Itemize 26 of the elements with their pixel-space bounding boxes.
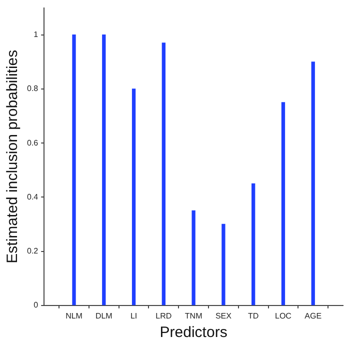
bar [192, 210, 196, 306]
x-tick-label: NLM [66, 311, 83, 320]
bar [132, 88, 136, 306]
bar [72, 34, 76, 306]
bar [222, 224, 226, 306]
y-tick-label: 1 [34, 30, 39, 40]
bar [281, 102, 286, 306]
y-tick-label: 0.2 [26, 246, 39, 256]
y-tick-label: 0.4 [26, 192, 39, 202]
y-tick-label: 0.6 [26, 138, 39, 148]
bar [162, 42, 166, 306]
x-tick-label: DLM [95, 311, 113, 320]
x-tick-label: AGE [304, 311, 322, 320]
y-tick-label: 0.8 [26, 84, 39, 94]
x-tick-label: LOC [275, 311, 292, 320]
x-tick-label: TNM [184, 311, 203, 320]
bar [252, 183, 256, 306]
x-tick-label: LI [130, 311, 138, 320]
bar [311, 62, 315, 306]
x-tick-label: LRD [156, 311, 172, 320]
x-tick-label: SEX [215, 311, 232, 320]
y-axis-title: Estimated inclusion probabilities [4, 50, 22, 264]
x-tick-label: TD [248, 311, 259, 320]
y-tick-label: 0 [34, 300, 39, 310]
x-axis-title: Predictors [160, 324, 228, 342]
bar [102, 34, 106, 306]
